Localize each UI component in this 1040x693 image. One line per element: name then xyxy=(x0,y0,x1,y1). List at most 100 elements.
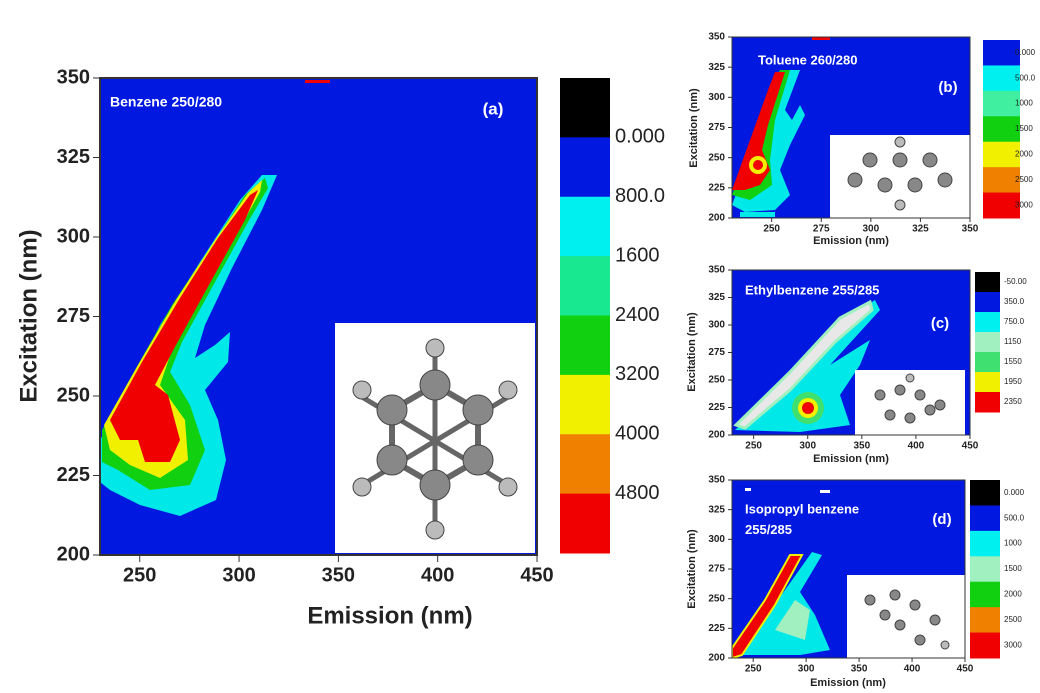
y-axis-label: Excitation (nm) xyxy=(688,88,700,168)
panel-title: 255/285 xyxy=(745,522,792,537)
colorbar-label: 3000 xyxy=(1004,640,1022,649)
y-axis-label: Excitation (nm) xyxy=(686,312,698,392)
y-tick-label: 250 xyxy=(708,375,725,386)
colorbar-block xyxy=(970,505,1000,531)
colorbar-block xyxy=(975,292,1000,313)
y-tick-label: 350 xyxy=(708,265,725,276)
colorbar-label: 3200 xyxy=(615,363,660,385)
colorbar-label: 1500 xyxy=(1004,564,1022,573)
y-tick-label: 325 xyxy=(708,292,725,303)
y-tick-label: 275 xyxy=(708,347,725,358)
colorbar-block xyxy=(560,78,610,138)
x-tick-label: 250 xyxy=(123,564,156,586)
colorbar-label: 3000 xyxy=(1015,200,1033,209)
y-tick-label: 250 xyxy=(708,593,725,604)
colorbar-label: 500.0 xyxy=(1004,513,1025,522)
colorbar-label: 2000 xyxy=(1015,150,1033,159)
colorbar-label: 2350 xyxy=(1004,397,1022,406)
colorbar-block xyxy=(970,582,1000,608)
x-tick-label: 250 xyxy=(745,664,762,675)
colorbar-block xyxy=(560,256,610,316)
x-tick-label: 450 xyxy=(962,441,979,452)
colorbar-label: 1000 xyxy=(1004,539,1022,548)
y-tick-label: 200 xyxy=(708,430,725,441)
colorbar-label: 2500 xyxy=(1004,615,1022,624)
y-tick-label: 225 xyxy=(57,464,90,486)
colorbar-block xyxy=(560,316,610,376)
colorbar-block xyxy=(970,633,1000,659)
x-tick-label: 400 xyxy=(908,441,925,452)
panel-letter: (c) xyxy=(931,315,949,332)
panel-title: Benzene 250/280 xyxy=(110,94,222,110)
colorbar-block xyxy=(975,272,1000,293)
colorbar-block xyxy=(970,531,1000,557)
y-tick-label: 200 xyxy=(708,653,725,664)
colorbar-label: 1950 xyxy=(1004,377,1022,386)
y-tick-label: 300 xyxy=(57,225,90,247)
x-tick-label: 400 xyxy=(421,564,454,586)
y-tick-label: 325 xyxy=(57,146,90,168)
y-tick-label: 275 xyxy=(708,564,725,575)
colorbar-block xyxy=(975,372,1000,393)
y-tick-label: 250 xyxy=(708,152,725,163)
y-tick-label: 350 xyxy=(708,475,725,486)
colorbar-label: 0.000 xyxy=(1004,488,1025,497)
colorbar-block xyxy=(560,197,610,257)
colorbar-block xyxy=(970,607,1000,633)
x-tick-label: 300 xyxy=(222,564,255,586)
x-tick-label: 450 xyxy=(957,664,974,675)
x-tick-label: 250 xyxy=(745,441,762,452)
x-tick-label: 325 xyxy=(912,224,929,235)
colorbar-label: 1150 xyxy=(1004,337,1022,346)
panel-letter: (d) xyxy=(932,511,951,528)
colorbar-block xyxy=(975,352,1000,373)
y-tick-label: 225 xyxy=(708,182,725,193)
x-tick-label: 300 xyxy=(862,224,879,235)
x-tick-label: 350 xyxy=(322,564,355,586)
x-tick-label: 275 xyxy=(813,224,830,235)
x-axis-label: Emission (nm) xyxy=(307,602,472,629)
x-tick-label: 350 xyxy=(962,224,979,235)
panel-title: Toluene 260/280 xyxy=(758,52,857,67)
panel-title: Ethylbenzene 255/285 xyxy=(745,282,879,297)
colorbar-label: 350.0 xyxy=(1004,297,1025,306)
x-tick-label: 350 xyxy=(853,441,870,452)
x-tick-label: 450 xyxy=(520,564,553,586)
colorbar-label: 0.000 xyxy=(615,126,665,148)
panel-title: Isopropyl benzene xyxy=(745,501,859,516)
y-tick-label: 300 xyxy=(708,320,725,331)
colorbar-label: 500.0 xyxy=(1015,73,1036,82)
colorbar-label: 4000 xyxy=(615,423,660,445)
y-tick-label: 200 xyxy=(708,213,725,224)
colorbar-block xyxy=(975,392,1000,413)
colorbar-label: 1600 xyxy=(615,244,660,266)
x-tick-label: 300 xyxy=(799,441,816,452)
colorbar-label: 750.0 xyxy=(1004,317,1025,326)
colorbar-block xyxy=(560,375,610,435)
x-axis-label: Emission (nm) xyxy=(810,677,886,689)
colorbar-label: 1500 xyxy=(1015,124,1033,133)
y-tick-label: 350 xyxy=(708,32,725,43)
colorbar-block xyxy=(975,332,1000,353)
panel-letter: (b) xyxy=(938,79,957,96)
colorbar-label: 2000 xyxy=(1004,590,1022,599)
y-tick-label: 275 xyxy=(708,122,725,133)
x-tick-label: 300 xyxy=(798,664,815,675)
x-tick-label: 400 xyxy=(904,664,921,675)
panel-letter: (a) xyxy=(483,99,504,118)
colorbar-label: 1000 xyxy=(1015,99,1033,108)
y-tick-label: 325 xyxy=(708,62,725,73)
y-tick-label: 350 xyxy=(57,66,90,88)
y-tick-label: 275 xyxy=(57,305,90,327)
colorbar-label: 0.000 xyxy=(1015,48,1036,57)
y-tick-label: 225 xyxy=(708,402,725,413)
colorbar-block xyxy=(560,494,610,554)
colorbar-label: 1550 xyxy=(1004,357,1022,366)
colorbar-label: 2500 xyxy=(1015,175,1033,184)
y-axis-label: Excitation (nm) xyxy=(15,229,42,402)
colorbar-label: 4800 xyxy=(615,482,660,504)
y-tick-label: 325 xyxy=(708,504,725,515)
y-tick-label: 225 xyxy=(708,623,725,634)
x-axis-label: Emission (nm) xyxy=(813,235,889,247)
x-tick-label: 250 xyxy=(763,224,780,235)
